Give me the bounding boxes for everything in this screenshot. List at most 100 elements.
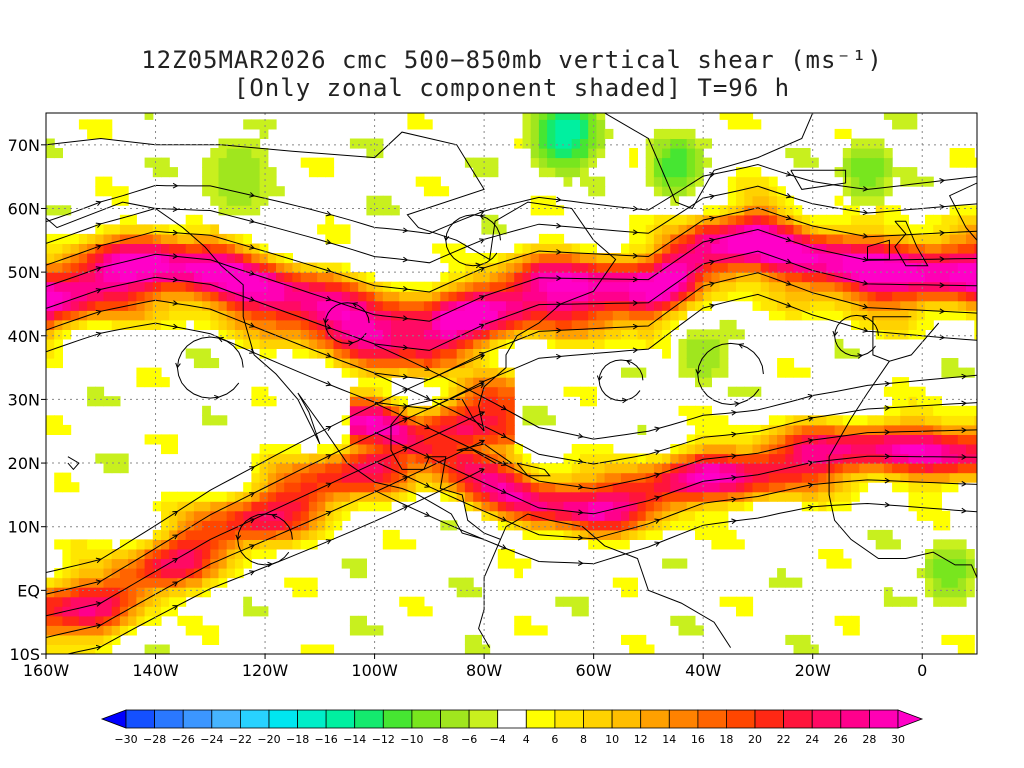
shear-cell [530,491,540,502]
shear-cell [744,424,754,435]
shear-cell [161,444,170,455]
shear-cell [218,329,228,340]
shear-cell [284,300,293,311]
shear-cell [325,491,335,502]
shear-cell [251,272,261,283]
shear-cell [325,472,335,483]
shear-cell [883,596,893,607]
shear-cell [210,529,220,540]
shear-cell [670,463,680,474]
shear-cell [793,444,803,455]
lon-tick-label: 100W [351,661,398,680]
shear-cell [325,262,335,273]
shear-cell [801,233,811,244]
shear-cell [645,529,655,540]
shear-cell [119,319,129,330]
shear-cell [678,176,688,187]
shear-cell [629,262,638,273]
shear-cell [62,558,72,569]
shear-cell [456,377,466,388]
shear-cell [103,262,113,273]
shear-cell [284,329,293,340]
streamline-arrow [402,476,409,482]
shear-cell [925,281,934,292]
shear-cell [473,463,482,474]
shear-cell [941,233,951,244]
shear-cell [612,300,622,311]
shear-cell [703,224,712,235]
streamline-arrow [577,458,584,465]
shear-cell [464,348,474,359]
shear-cell [70,300,80,311]
shear-cell [210,224,220,235]
shear-cell [768,195,778,206]
shear-cell [851,472,860,483]
shear-cell [193,358,203,369]
shear-cell [785,205,795,216]
shear-cell [440,386,450,397]
shear-cell [136,587,146,598]
shear-cell [580,262,589,273]
shear-cell [497,377,507,388]
shear-cell [867,424,877,435]
shear-cell [883,176,893,187]
shear-cell [744,491,754,502]
shear-cell [925,405,934,416]
shear-cell [875,329,885,340]
shear-cell [111,195,121,206]
lat-tick-label: 30N [8,390,40,409]
streamline [834,314,879,357]
shear-cell [530,205,540,216]
shear-cell [875,444,885,455]
shear-cell [744,501,754,512]
shear-cell [234,539,244,550]
shear-cell [949,205,959,216]
shear-cell [234,205,244,216]
shear-cell [325,348,335,359]
shear-cell [727,434,737,445]
shear-cell [95,281,105,292]
shear-cell [218,529,228,540]
shear-cell [727,291,737,302]
shear-cell [883,310,893,321]
shear-cell [768,233,778,244]
shear-cell [481,377,491,388]
shear-cell [317,501,326,512]
shear-cell [629,329,638,340]
shear-cell [185,615,195,626]
shear-cell [193,253,203,264]
shear-cell [349,491,359,502]
shear-cell [161,596,170,607]
shear-cell [259,606,269,617]
streamline-arrow [402,315,409,321]
shear-cell [859,472,869,483]
shear-cell [736,453,745,464]
shear-cell [292,281,302,292]
shear-cell [974,205,977,216]
shear-cell [826,549,836,560]
shear-cell [349,501,359,512]
shear-cell [54,348,63,359]
shear-cell [957,472,967,483]
shear-cell [46,644,55,654]
shear-cell [62,233,72,244]
shear-cell [136,606,146,617]
shear-cell [128,319,137,330]
shear-cell [637,300,647,311]
shear-cell [70,253,80,264]
shear-cell [218,281,228,292]
shear-cell [464,453,474,464]
shear-cell [883,233,893,244]
shear-cell [966,272,975,283]
shear-cell [111,606,121,617]
shear-cell [744,243,754,254]
shear-cell [481,281,491,292]
lon-tick-label: 40W [685,661,721,680]
shear-cell [119,224,129,235]
shear-cell [185,291,195,302]
shear-cell [842,482,852,493]
shear-cell [530,253,540,264]
shear-cell [161,291,170,302]
shear-cell [916,491,926,502]
shear-cell [210,281,220,292]
